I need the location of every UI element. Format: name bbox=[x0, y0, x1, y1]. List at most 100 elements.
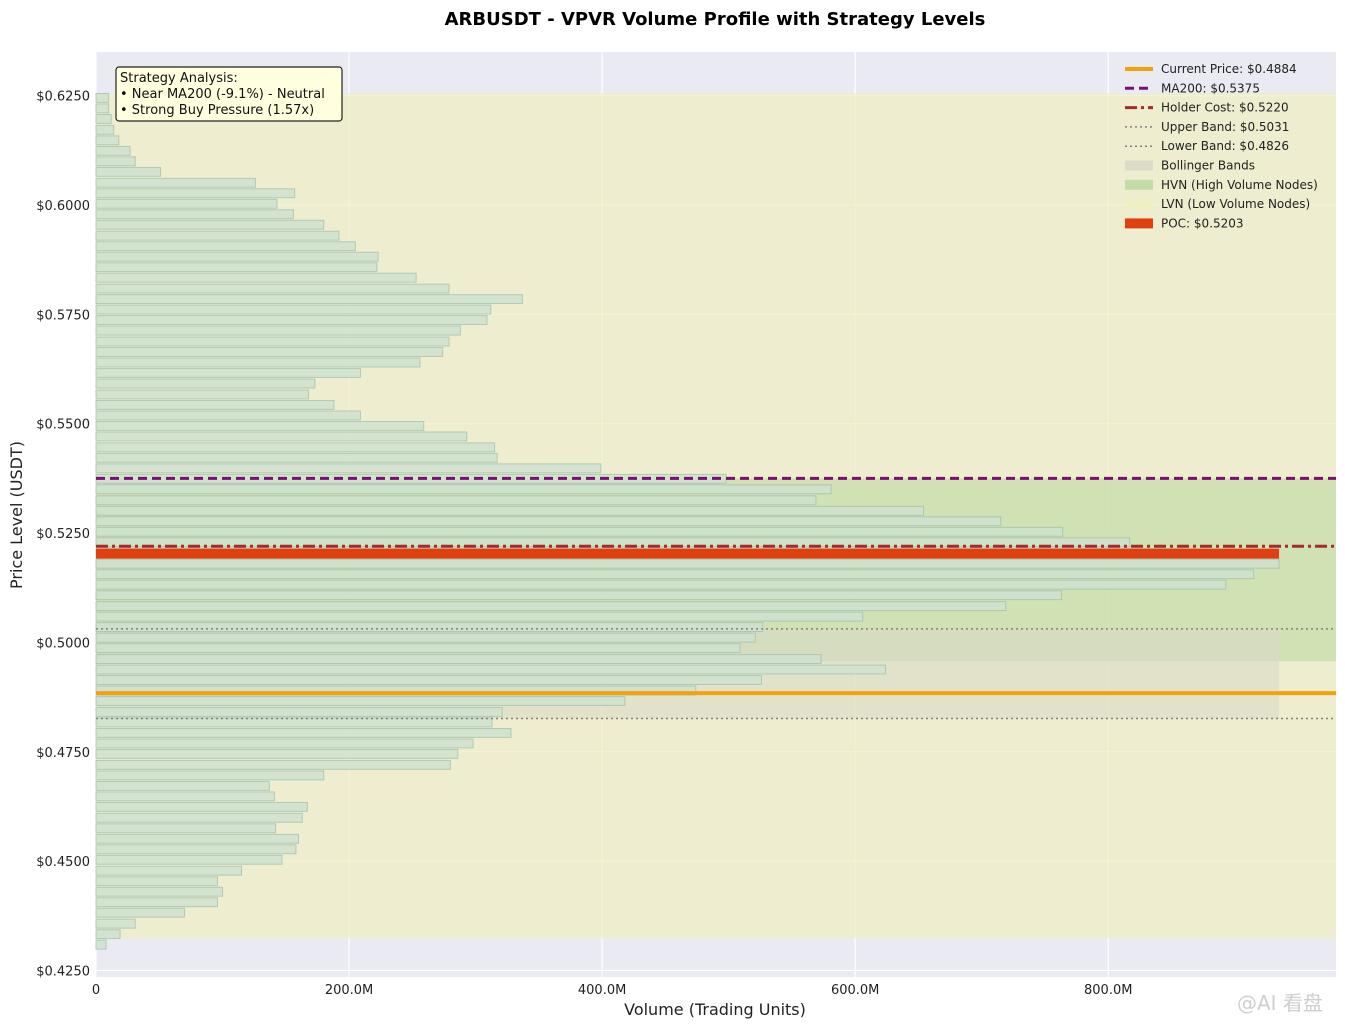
volume-bar bbox=[95, 717, 493, 728]
legend-swatch bbox=[1125, 218, 1153, 229]
volume-bar bbox=[95, 219, 325, 230]
volume-bar bbox=[95, 241, 356, 252]
strategy-annotation: Strategy Analysis: • Near MA200 (-9.1%) … bbox=[115, 66, 343, 122]
legend-swatch bbox=[1125, 199, 1153, 210]
volume-bar bbox=[95, 505, 925, 516]
volume-bar bbox=[95, 791, 275, 802]
y-tick-label: $0.6000 bbox=[36, 199, 90, 214]
volume-bar bbox=[95, 283, 450, 294]
volume-bar bbox=[95, 410, 361, 421]
volume-bar bbox=[95, 939, 107, 950]
volume-bar bbox=[95, 113, 112, 124]
volume-bar bbox=[95, 801, 308, 812]
volume-bar bbox=[95, 399, 335, 410]
volume-bar bbox=[95, 209, 294, 220]
volume-bar bbox=[95, 738, 474, 749]
volume-bar bbox=[95, 304, 492, 315]
volume-bar bbox=[95, 156, 136, 167]
volume-bar bbox=[95, 357, 421, 368]
y-tick-label: $0.5500 bbox=[36, 418, 90, 433]
y-tick-label: $0.5250 bbox=[36, 527, 90, 542]
volume-bar bbox=[95, 431, 468, 442]
volume-bar bbox=[95, 812, 303, 823]
volume-bar bbox=[95, 516, 1002, 527]
y-axis-label: Price Level (USDT) bbox=[7, 441, 26, 589]
legend-label: Upper Band: $0.5031 bbox=[1161, 120, 1289, 134]
volume-bar bbox=[95, 611, 864, 622]
volume-bar bbox=[95, 452, 498, 463]
volume-bar bbox=[95, 601, 1007, 612]
chart-legend: Current Price: $0.4884 MA200: $0.5375 Hold… bbox=[1125, 62, 1318, 230]
x-tick-label: 0 bbox=[92, 983, 100, 998]
annotation-line-3: • Strong Buy Pressure (1.57x) bbox=[120, 103, 314, 118]
legend-label: MA200: $0.5375 bbox=[1161, 81, 1260, 95]
volume-bar bbox=[95, 622, 764, 633]
volume-bar bbox=[95, 696, 626, 706]
watermark-text: @AI 看盘 bbox=[1237, 991, 1323, 1015]
volume-bar bbox=[95, 484, 832, 495]
volume-bar bbox=[95, 177, 256, 188]
y-tick-label: $0.5750 bbox=[36, 308, 90, 323]
volume-bar bbox=[95, 198, 278, 209]
legend-label: Current Price: $0.4884 bbox=[1161, 62, 1297, 76]
y-tick-label: $0.4750 bbox=[36, 746, 90, 761]
x-tick-label: 400.0M bbox=[578, 983, 626, 998]
volume-bar bbox=[95, 188, 296, 199]
annotation-line-2: • Near MA200 (-9.1%) - Neutral bbox=[120, 87, 325, 102]
volume-bar bbox=[95, 294, 523, 305]
volume-bar bbox=[95, 833, 299, 844]
volume-bar bbox=[95, 389, 310, 400]
y-tick-label: $0.4250 bbox=[36, 964, 90, 979]
legend-label: Holder Cost: $0.5220 bbox=[1161, 101, 1289, 115]
x-tick-label: 600.0M bbox=[831, 983, 879, 998]
chart-title: ARBUSDT - VPVR Volume Profile with Strat… bbox=[445, 9, 986, 30]
volume-bar bbox=[95, 876, 218, 887]
volume-bar bbox=[95, 368, 361, 378]
volume-bar bbox=[95, 632, 756, 643]
legend-label: Lower Band: $0.4826 bbox=[1161, 139, 1289, 153]
annotation-line-1: Strategy Analysis: bbox=[120, 71, 238, 86]
x-axis-label: Volume (Trading Units) bbox=[624, 1000, 806, 1019]
volume-bar bbox=[95, 907, 186, 918]
volume-bar bbox=[95, 463, 602, 474]
volume-bar bbox=[95, 886, 224, 897]
volume-bar bbox=[95, 325, 461, 336]
volume-bar bbox=[95, 854, 283, 865]
volume-bar bbox=[95, 590, 1062, 601]
legend-label: Bollinger Bands bbox=[1161, 159, 1255, 173]
volume-bar bbox=[95, 728, 512, 738]
poc-bar bbox=[96, 548, 1280, 559]
volume-bar bbox=[95, 378, 316, 389]
volume-bar bbox=[95, 918, 136, 929]
volume-bar bbox=[95, 643, 741, 654]
volume-bar bbox=[95, 929, 121, 940]
volume-bar bbox=[95, 844, 297, 855]
volume-bar bbox=[95, 654, 822, 664]
legend-swatch bbox=[1125, 179, 1153, 190]
volume-bar bbox=[95, 272, 417, 283]
volume-bar bbox=[95, 166, 162, 177]
y-tick-label: $0.5000 bbox=[36, 636, 90, 651]
volume-bar bbox=[95, 526, 1064, 537]
x-tick-label: 200.0M bbox=[325, 983, 373, 998]
volume-bar bbox=[95, 664, 887, 675]
volume-bar bbox=[95, 145, 131, 156]
volume-bar bbox=[95, 749, 459, 759]
volume-bar bbox=[95, 495, 817, 506]
x-tick-label: 800.0M bbox=[1084, 983, 1132, 998]
volume-bar bbox=[95, 92, 110, 103]
volume-bar bbox=[95, 579, 1227, 590]
volume-bar bbox=[95, 347, 444, 357]
legend-label: LVN (Low Volume Nodes) bbox=[1161, 197, 1310, 211]
volume-bar bbox=[95, 420, 425, 431]
volume-bar bbox=[95, 780, 270, 791]
volume-bar bbox=[95, 336, 450, 347]
volume-bar bbox=[95, 865, 243, 876]
volume-bar bbox=[95, 103, 110, 114]
legend-label: HVN (High Volume Nodes) bbox=[1161, 178, 1318, 192]
volume-bar bbox=[95, 823, 277, 834]
volume-bar bbox=[95, 315, 488, 326]
volume-bar bbox=[95, 707, 503, 717]
volume-bar bbox=[95, 251, 379, 262]
